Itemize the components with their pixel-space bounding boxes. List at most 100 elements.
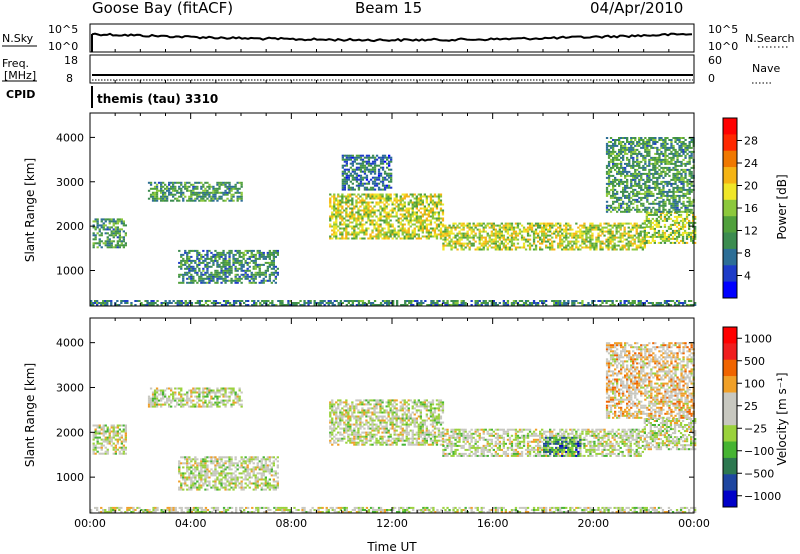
power-cell: [198, 304, 201, 306]
power-cell: [357, 193, 360, 196]
power-cell: [222, 263, 225, 266]
power-cell: [543, 222, 546, 225]
power-cell: [659, 304, 663, 306]
power-cell: [652, 186, 655, 189]
power-cell: [688, 156, 691, 159]
power-cell: [250, 255, 253, 258]
power-cell: [633, 300, 636, 302]
power-cell: [614, 188, 617, 191]
velocity-cell: [96, 446, 99, 449]
power-cell: [658, 137, 661, 139]
power-cell: [559, 226, 562, 229]
power-cell: [678, 170, 681, 173]
power-cell: [528, 222, 532, 225]
power-cell: [248, 269, 251, 272]
power-cell: [591, 228, 594, 231]
power-cell: [194, 269, 197, 272]
power-cell: [579, 236, 582, 239]
power-cell: [274, 255, 277, 258]
power-cell: [423, 211, 426, 214]
power-cell: [389, 233, 392, 236]
power-cell: [622, 166, 625, 169]
power-cell: [494, 304, 497, 306]
power-cell: [609, 182, 613, 185]
power-cell: [174, 189, 177, 192]
power-cell: [385, 205, 388, 208]
velocity-cell: [92, 432, 95, 435]
power-cell: [526, 240, 530, 243]
power-cell: [162, 191, 165, 194]
power-cell: [256, 265, 259, 268]
power-cell: [682, 178, 685, 181]
power-cell: [355, 235, 358, 238]
power-cell: [628, 141, 631, 143]
power-cell: [224, 263, 227, 266]
power-cell: [690, 172, 693, 175]
power-cell: [387, 195, 390, 198]
power-cell: [228, 273, 231, 276]
power-cell: [349, 193, 352, 196]
power-cell: [383, 170, 387, 173]
power-cell: [347, 300, 350, 302]
power-cell: [208, 265, 211, 268]
power-cell: [198, 302, 201, 304]
power-cell: [104, 302, 107, 304]
power-cell: [333, 233, 336, 236]
power-cell: [279, 304, 282, 306]
power-cell: [236, 277, 239, 280]
power-cell: [551, 300, 554, 302]
power-cell: [230, 265, 233, 268]
power-cell: [246, 275, 249, 278]
power-cell: [413, 233, 416, 236]
power-cell: [138, 300, 141, 302]
power-cell: [313, 304, 316, 306]
power-cell: [118, 232, 121, 235]
power-cell: [373, 164, 377, 167]
power-cell: [313, 302, 316, 304]
power-cell: [381, 162, 385, 165]
power-cell: [516, 238, 520, 241]
power-cell: [140, 302, 143, 304]
power-cell: [616, 154, 619, 157]
power-cell: [631, 304, 634, 306]
power-cell: [387, 231, 390, 234]
power-cell: [357, 231, 360, 234]
power-cell: [104, 244, 107, 247]
power-cell: [431, 209, 435, 212]
power-cell: [255, 304, 258, 306]
power-cell: [658, 174, 661, 177]
power-cell: [341, 158, 344, 161]
power-cell: [625, 242, 628, 245]
power-cell: [672, 168, 675, 171]
power-cell: [110, 244, 113, 247]
power-cell: [232, 263, 235, 266]
power-cell: [454, 236, 457, 239]
power-cell: [391, 203, 394, 206]
power-cell: [423, 225, 426, 228]
power-cell: [677, 231, 681, 234]
power-cell: [262, 271, 265, 274]
power-cell: [436, 304, 439, 306]
power-cell: [609, 300, 612, 302]
power-cell: [612, 146, 615, 149]
power-cell: [681, 221, 685, 224]
power-cell: [433, 235, 437, 238]
power-cell: [628, 206, 631, 209]
power-cell: [114, 228, 117, 231]
power-cell: [186, 251, 189, 254]
power-cell: [607, 240, 610, 243]
power-data-cells: [90, 137, 697, 306]
power-cell: [685, 221, 689, 224]
power-cell: [498, 242, 501, 245]
power-cell: [393, 231, 396, 234]
power-cell: [386, 172, 389, 175]
power-cell: [361, 199, 364, 202]
power-cell: [650, 210, 653, 213]
power-cell: [664, 139, 667, 141]
power-cell: [254, 273, 257, 276]
power-cell: [196, 185, 199, 188]
power-cell: [355, 199, 358, 202]
power-cell: [281, 300, 284, 302]
power-cell: [549, 242, 552, 245]
